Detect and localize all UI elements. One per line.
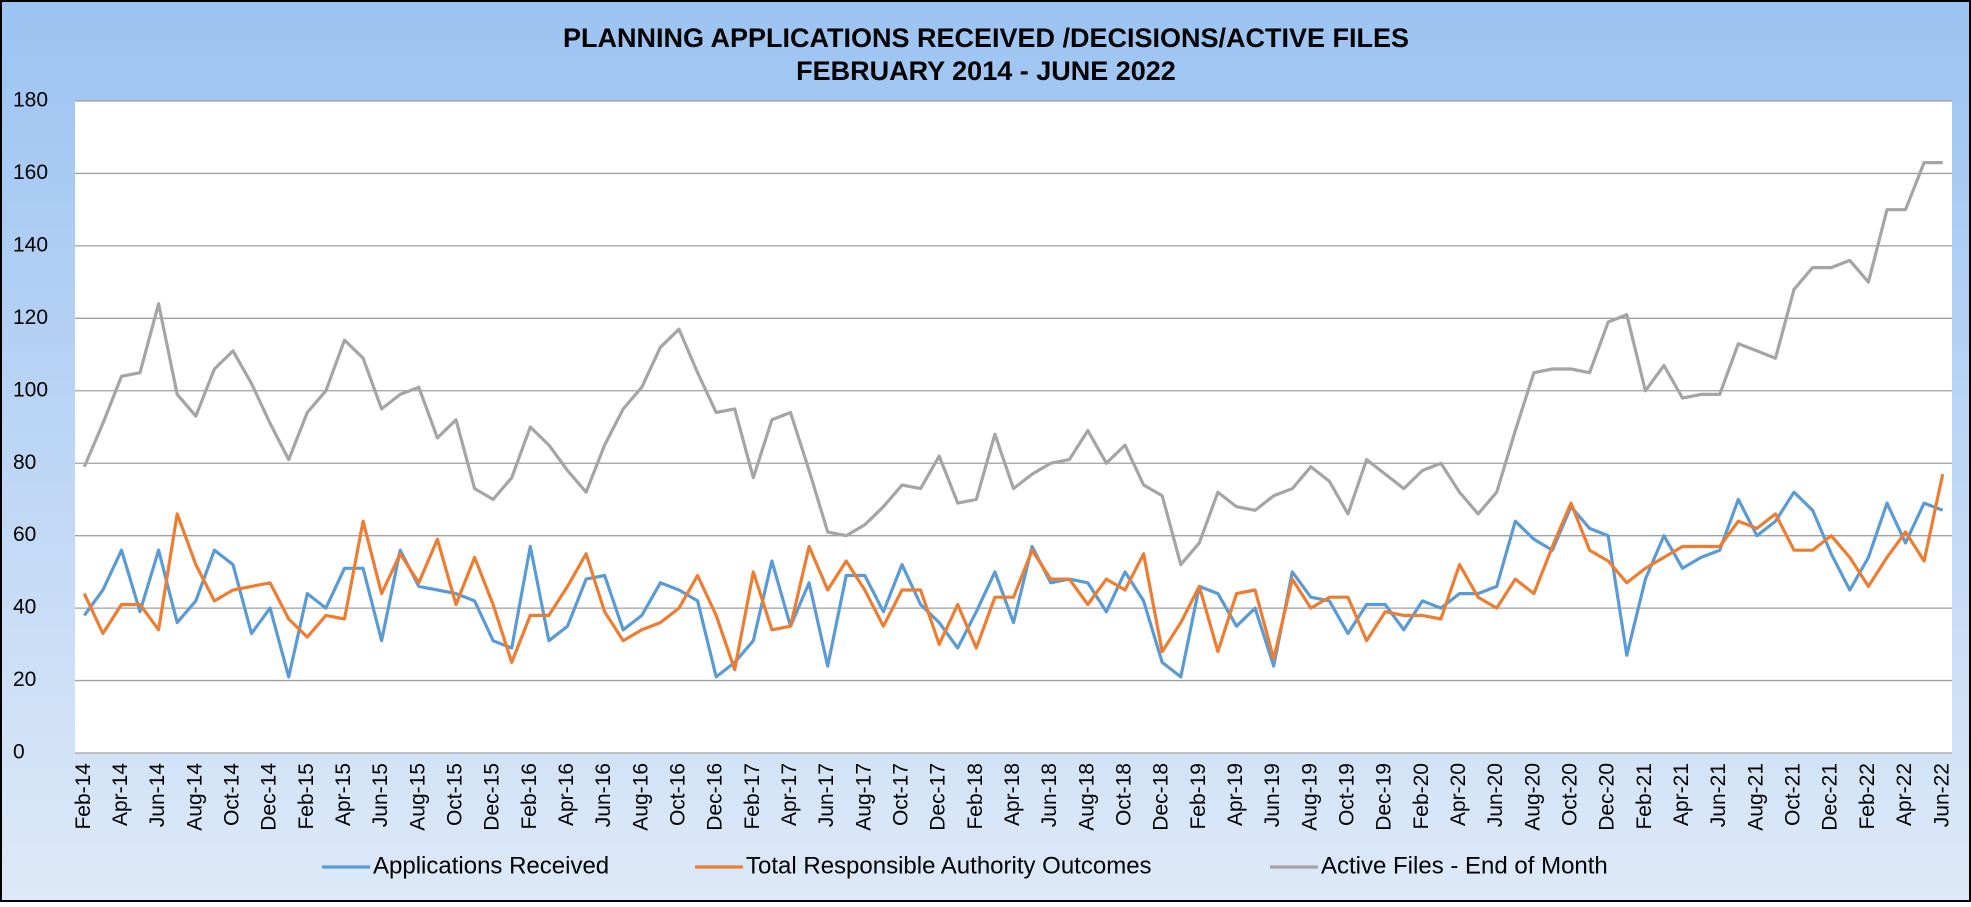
x-tick-label: Jun-15: [369, 763, 392, 827]
x-tick-label: Aug-15: [406, 763, 429, 831]
y-tick-label: 120: [13, 306, 48, 329]
x-tick-label: Jun-21: [1707, 763, 1730, 827]
x-tick-label: Dec-21: [1819, 763, 1842, 831]
series-line: [82, 161, 1943, 567]
x-tick-label: Aug-17: [852, 763, 875, 831]
x-tick-label: Oct-20: [1559, 763, 1582, 826]
x-tick-label: Jun-14: [146, 763, 169, 828]
x-tick-label: Jun-18: [1038, 763, 1061, 827]
x-tick-label: Oct-16: [667, 763, 690, 826]
x-tick-label: Feb-15: [295, 763, 318, 830]
y-tick-label: 80: [13, 451, 36, 474]
x-tick-label: Feb-20: [1410, 763, 1433, 830]
x-tick-label: Dec-17: [927, 763, 950, 831]
x-tick-label: Apr-19: [1224, 763, 1247, 826]
y-tick-label: 140: [13, 233, 48, 256]
x-tick-label: Oct-15: [444, 763, 467, 826]
x-tick-label: Jun-19: [1261, 763, 1284, 827]
x-tick-label: Jun-16: [592, 763, 615, 827]
x-tick-label: Apr-15: [332, 763, 355, 826]
y-tick-label: 100: [13, 378, 48, 401]
x-tick-label: Apr-16: [555, 763, 578, 826]
x-tick-label: Oct-17: [890, 763, 913, 826]
x-tick-label: Feb-19: [1187, 763, 1210, 830]
chart-title: PLANNING APPLICATIONS RECEIVED /DECISION…: [563, 23, 1409, 53]
x-tick-label: Oct-21: [1782, 763, 1805, 826]
x-tick-label: Feb-21: [1633, 763, 1656, 830]
x-tick-label: Apr-18: [1001, 763, 1024, 826]
x-tick-label: Apr-20: [1447, 763, 1470, 826]
y-tick-label: 40: [13, 596, 36, 619]
plot-area: [75, 101, 1952, 753]
x-tick-label: Dec-20: [1596, 763, 1619, 831]
x-tick-label: Dec-19: [1373, 763, 1396, 831]
x-tick-label: Dec-15: [481, 763, 504, 831]
x-tick-label: Dec-18: [1150, 763, 1173, 831]
chart-subtitle: FEBRUARY 2014 - JUNE 2022: [796, 56, 1176, 86]
x-tick-label: Apr-22: [1893, 763, 1916, 826]
x-tick-label: Jun-17: [815, 763, 838, 827]
x-tick-label: Aug-19: [1298, 763, 1321, 831]
x-tick-label: Oct-18: [1113, 763, 1136, 826]
x-tick-label: Feb-16: [518, 763, 541, 830]
x-tick-label: Jun-22: [1930, 763, 1953, 827]
x-tick-label: Aug-20: [1521, 763, 1544, 831]
x-tick-label: Aug-14: [183, 763, 206, 831]
x-tick-label: Aug-21: [1744, 763, 1767, 831]
legend-label: Active Files - End of Month: [1321, 852, 1608, 879]
x-tick-label: Oct-19: [1336, 763, 1359, 826]
x-tick-label: Feb-14: [72, 763, 95, 830]
x-tick-label: Aug-18: [1075, 763, 1098, 831]
x-tick-label: Feb-18: [964, 763, 987, 830]
y-tick-label: 60: [13, 523, 36, 546]
series-line: [82, 473, 1945, 672]
x-tick-label: Dec-14: [258, 763, 281, 831]
x-tick-label: Apr-17: [778, 763, 801, 826]
x-tick-label: Oct-14: [221, 763, 244, 826]
legend-label: Total Responsible Authority Outcomes: [746, 852, 1152, 879]
x-tick-label: Feb-22: [1856, 763, 1879, 830]
legend-label: Applications Received: [373, 852, 609, 879]
x-tick-label: Jun-20: [1484, 763, 1507, 827]
y-tick-label: 180: [13, 89, 48, 112]
y-tick-label: 160: [13, 161, 48, 184]
series-line: [83, 490, 1944, 679]
x-tick-label: Feb-17: [741, 763, 764, 830]
x-tick-label: Aug-16: [629, 763, 652, 831]
x-tick-label: Apr-21: [1670, 763, 1693, 826]
y-tick-label: 0: [13, 741, 25, 764]
x-tick-label: Apr-14: [109, 763, 132, 826]
x-tick-label: Dec-16: [704, 763, 727, 831]
y-tick-label: 20: [13, 668, 36, 691]
